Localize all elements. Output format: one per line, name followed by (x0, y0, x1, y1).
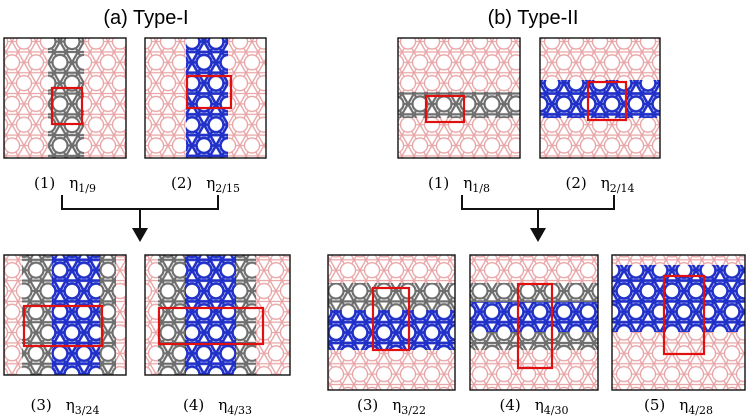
unit-cell (424, 94, 466, 124)
label-index: (4) (500, 396, 521, 414)
arrows (61, 195, 615, 230)
label-symbol: η (463, 174, 472, 192)
lattice-panel (3, 37, 127, 159)
label-index: (3) (31, 396, 52, 414)
lattice-panel (539, 37, 661, 159)
defect-band (158, 255, 185, 375)
lattice-panel (469, 254, 599, 391)
label-index: (2) (171, 174, 192, 192)
panel-border (327, 254, 456, 391)
panel-border (539, 37, 661, 159)
defect-band (52, 255, 100, 375)
defect-band (470, 283, 598, 302)
label-sub: 4/33 (227, 404, 252, 417)
label-index: (4) (183, 396, 204, 414)
unit-cell (185, 74, 233, 110)
defect-band (236, 255, 256, 375)
unit-cell (157, 306, 265, 346)
bracket (61, 195, 219, 230)
panel-border (611, 254, 746, 391)
label-index: (1) (428, 174, 449, 192)
defect-band (48, 38, 84, 158)
lattice-panel (327, 254, 456, 391)
panel-border (469, 254, 599, 391)
panel-border (3, 254, 127, 376)
defect-band (540, 80, 660, 118)
defect-band (470, 302, 598, 332)
label-sub: 2/14 (610, 182, 635, 195)
label-sub: 4/28 (688, 404, 713, 417)
label-index: (3) (357, 396, 378, 414)
label-symbol: η (218, 396, 227, 414)
label-sub: 2/15 (215, 182, 240, 195)
label-symbol: η (69, 174, 78, 192)
panel-border (144, 37, 267, 159)
unit-cell (586, 80, 628, 122)
unit-cell (516, 282, 554, 370)
arrow-head (132, 228, 546, 242)
label-symbol: η (679, 396, 688, 414)
lattice-panel (144, 254, 291, 376)
lattice-panel (397, 37, 521, 159)
label-sub: 1/8 (472, 182, 490, 195)
panel-label: (4) η4/30 (500, 396, 569, 417)
label-sub: 3/22 (401, 404, 426, 417)
panel-border (397, 37, 521, 159)
defect-band (100, 255, 116, 375)
bracket (461, 195, 615, 230)
defect-band (186, 38, 228, 158)
label-sub: 4/30 (544, 404, 569, 417)
panel-label: (4) η4/33 (183, 396, 252, 417)
panel-title: (b) Type-II (488, 7, 579, 29)
panel-label: (3) η3/24 (31, 396, 100, 417)
label-symbol: η (392, 396, 401, 414)
label-sub: 3/24 (75, 404, 100, 417)
unit-cell (662, 274, 706, 356)
label-index: (5) (644, 396, 665, 414)
lattice-panel (144, 37, 267, 159)
unit-cell (50, 86, 84, 126)
label-symbol: η (66, 396, 75, 414)
panel-border (144, 254, 291, 376)
panel-title: (a) Type-I (103, 7, 188, 29)
panel-label: (3) η3/22 (357, 396, 426, 417)
panel-border (3, 37, 127, 159)
unit-cell (371, 286, 411, 352)
defect-band (328, 310, 455, 350)
panel-label: (1) η1/8 (428, 174, 490, 195)
label-symbol: η (535, 396, 544, 414)
label-sub: 1/9 (78, 182, 96, 195)
defect-band (22, 255, 52, 375)
defect-band (185, 255, 236, 375)
label-index: (1) (34, 174, 55, 192)
lattice-panel (611, 254, 746, 391)
unit-cell (22, 304, 104, 348)
label-symbol: η (601, 174, 610, 192)
label-symbol: η (206, 174, 215, 192)
panel-label: (1) η1/9 (34, 174, 96, 195)
lattice-panel (3, 254, 127, 376)
panel-label: (2) η2/15 (171, 174, 240, 195)
panel-label: (2) η2/14 (566, 174, 635, 195)
defect-band (470, 332, 598, 350)
label-index: (2) (566, 174, 587, 192)
panel-label: (5) η4/28 (644, 396, 713, 417)
